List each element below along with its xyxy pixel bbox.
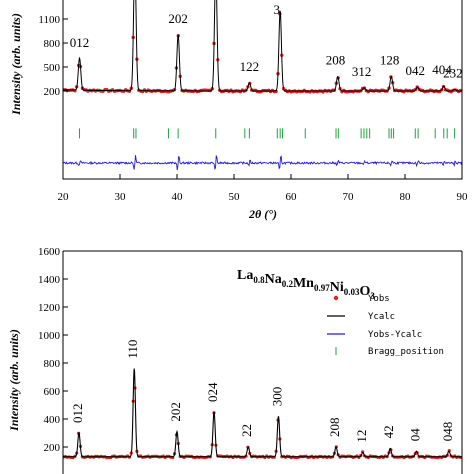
legend-label: Yobs [368,294,390,304]
top-peak-label: 232 [443,65,463,80]
top-peak-label: 042 [406,63,426,78]
bottom-peak-label: 202 [168,402,183,422]
bottom-y-axis-label: Intensity (arb. units) [7,329,21,432]
bottom-peak-label: 208 [327,418,342,438]
top-peak-label: 208 [326,53,346,68]
bottom-peak-label: 110 [125,340,140,359]
top-x-axis-label: 2θ (°) [248,207,277,221]
top-peak-label: 122 [240,59,260,74]
formula-element: Ni [330,280,344,295]
top-y-tick-label: 500 [44,62,61,74]
top-peak-label: 3 [274,2,281,17]
top-x-tick-label: 50 [229,191,241,203]
top-difference-line [63,155,462,171]
bottom-peak-label: 22 [239,424,254,437]
bottom-axis-ticks: 200 400 600 800 1000 1200 1400 1600 [38,246,68,454]
top-peak-label: 404 [432,62,452,77]
bottom-y-tick-label: 800 [44,358,61,370]
bottom-peak-label: 024 [205,382,220,402]
bottom-plot-content: 012 110 202 024 22 300 208 12 42 04 048 [63,340,462,460]
top-peak-label: 312 [352,64,372,79]
legend-label: Ycalc [368,312,395,322]
top-y-tick-label: 800 [44,38,61,50]
bottom-y-tick-label: 1400 [38,274,61,286]
top-x-tick-label: 30 [115,191,127,203]
bottom-y-tick-label: 1000 [38,330,61,342]
bottom-y-tick-label: 1600 [38,246,61,258]
formula-subscript: 0.03 [344,287,360,297]
bottom-peak-label: 42 [381,425,396,438]
formula-subscript: 0.8 [253,275,265,285]
bottom-ycalc-line [63,368,462,458]
bottom-panel: 012 110 202 024 22 300 208 12 42 04 048 200 400 600 8… [7,246,463,474]
top-axis-ticks: 20 30 40 50 60 70 80 90 200 500 800 1100 [38,14,468,203]
bottom-y-tick-label: 600 [44,386,61,398]
top-x-tick-label: 60 [286,191,298,203]
bottom-peak-label: 04 [407,428,422,442]
bottom-y-tick-label: 1200 [38,302,61,314]
top-y-tick-label: 200 [44,86,61,98]
legend-label: Bragg_position [368,347,444,357]
top-x-tick-label: 20 [58,191,70,203]
legend: Yobs Ycalc Yobs-Ycalc Bragg_position [327,294,444,357]
top-ycalc-line [63,0,462,92]
bottom-peak-label: 300 [269,387,284,407]
top-y-axis-label: Intensity (arb. units) [9,13,23,116]
formula-element: Na [265,272,282,287]
top-x-tick-label: 90 [457,191,469,203]
top-peak-label: 012 [70,35,90,50]
top-x-tick-label: 70 [343,191,355,203]
legend-label: Yobs-Ycalc [368,330,422,340]
top-x-tick-label: 80 [400,191,412,203]
top-yobs-series [63,12,462,94]
formula-element: La [237,268,253,283]
top-peak-label: 202 [168,11,188,26]
bottom-peak-label: 012 [70,404,85,424]
bottom-yobs-series [63,386,462,460]
compound-formula: La0.8Na0.2Mn0.97Ni0.03O3 [237,268,375,301]
formula-element: Mn [293,276,314,291]
bottom-y-tick-label: 400 [44,414,61,426]
bottom-y-tick-label: 200 [44,442,61,454]
bottom-peak-label: 048 [440,422,455,442]
top-y-tick-label: 1100 [38,14,60,26]
top-peak-label: 128 [380,53,400,68]
bottom-peak-label: 12 [354,430,369,443]
bottom-plot-clip-group [63,368,462,460]
top-x-tick-label: 40 [172,191,184,203]
formula-element: O [359,284,370,299]
formula-subscript: 3 [370,291,375,301]
legend-marker-yobs [333,295,339,301]
top-bragg-positions [79,128,456,139]
formula-subscript: 0.2 [282,279,294,289]
formula-subscript: 0.97 [314,283,330,293]
top-plot-frame [62,0,463,180]
top-plot-clip-group [63,0,462,171]
